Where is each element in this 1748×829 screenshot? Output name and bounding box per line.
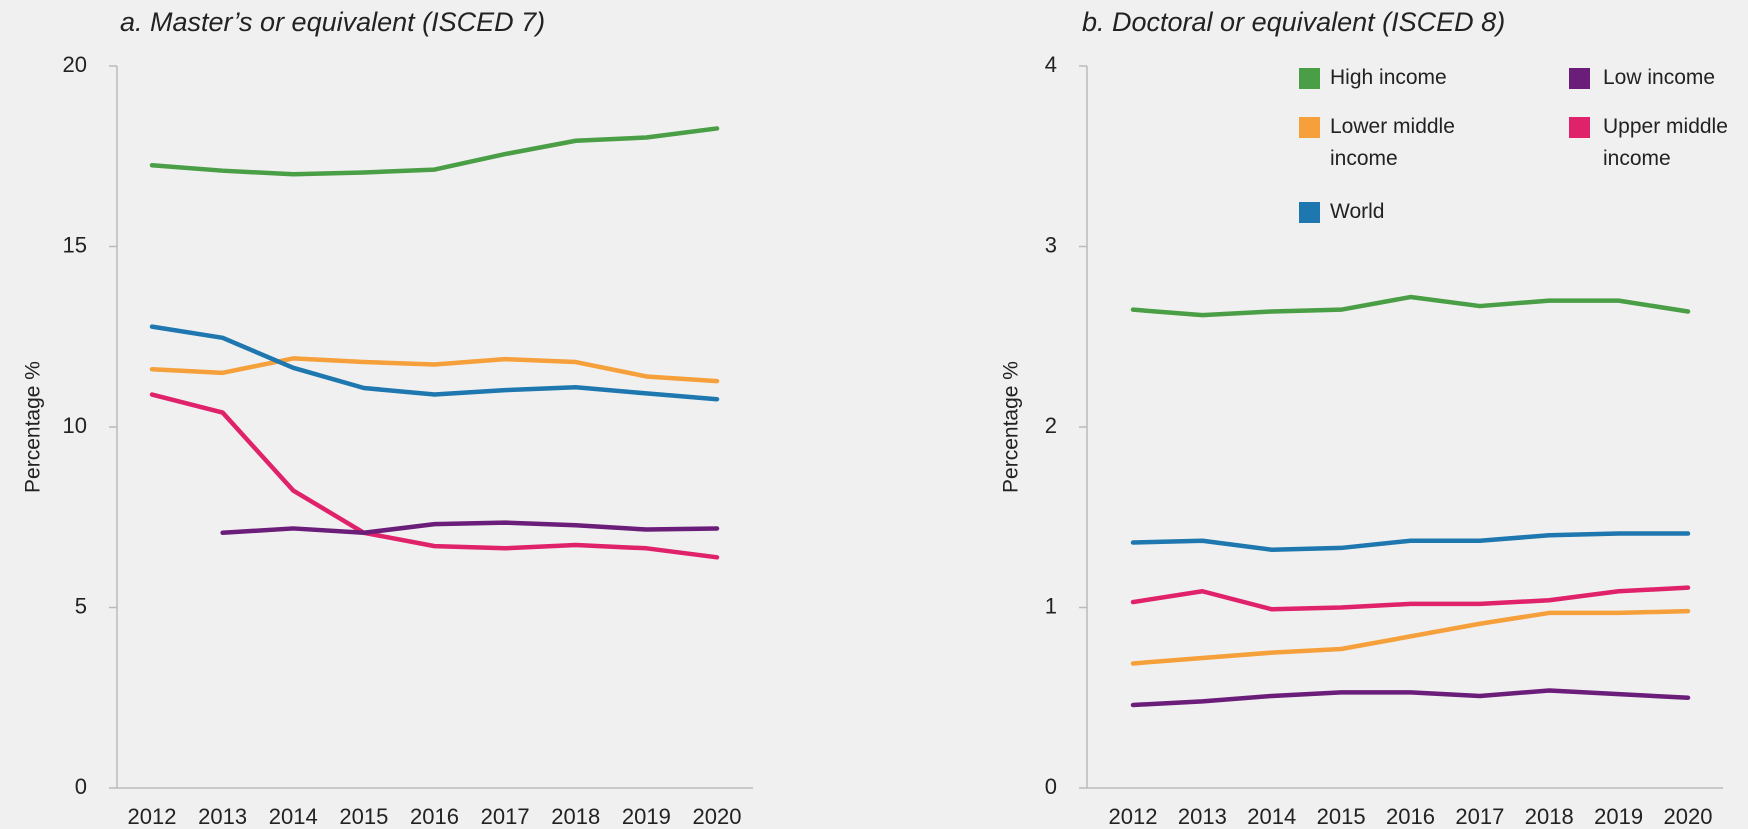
- legend-swatch: [1299, 117, 1320, 138]
- x-tick-label: 2014: [1247, 804, 1296, 829]
- series-line: [1130, 688, 1691, 708]
- x-tick-label: 2016: [410, 804, 459, 829]
- x-tick-label: 2018: [1525, 804, 1574, 829]
- x-tick-label: 2019: [1594, 804, 1643, 829]
- x-tick-label: 2017: [481, 804, 530, 829]
- x-tick-label: 2017: [1455, 804, 1504, 829]
- series-line: [220, 520, 720, 536]
- x-tick-label: 2015: [1317, 804, 1366, 829]
- series-line: [1130, 294, 1691, 318]
- legend-swatch: [1299, 68, 1320, 89]
- legend-label: Upper middle income: [1603, 115, 1728, 170]
- y-axis-label: Percentage %: [22, 361, 45, 493]
- x-tick-label: 2013: [1178, 804, 1227, 829]
- y-axis-label: Percentage %: [1000, 361, 1023, 493]
- legend-swatch: [1569, 117, 1590, 138]
- x-tick-label: 2016: [1386, 804, 1435, 829]
- y-tick-label: 15: [63, 232, 87, 257]
- series-line: [1130, 585, 1691, 612]
- series-line: [1130, 608, 1691, 666]
- legend-swatch: [1569, 68, 1590, 89]
- y-tick-label: 2: [1045, 413, 1057, 438]
- x-tick-label: 2014: [269, 804, 318, 829]
- x-tick-label: 2012: [1109, 804, 1158, 829]
- series-line: [1130, 531, 1691, 552]
- x-tick-label: 2015: [339, 804, 388, 829]
- legend-swatch: [1299, 202, 1320, 223]
- x-tick-label: 2013: [198, 804, 247, 829]
- legend-label: Low income: [1603, 66, 1716, 89]
- series-line: [149, 392, 720, 560]
- y-tick-label: 0: [1045, 774, 1057, 799]
- x-tick-label: 2012: [128, 804, 177, 829]
- chart-title: a. Master’s or equivalent (ISCED 7): [120, 7, 545, 37]
- x-tick-label: 2019: [622, 804, 671, 829]
- legend-label: High income: [1330, 66, 1447, 89]
- series-line: [149, 126, 720, 177]
- y-tick-label: 3: [1045, 232, 1057, 257]
- chart-title: b. Doctoral or equivalent (ISCED 8): [1082, 7, 1505, 37]
- y-tick-label: 4: [1045, 52, 1057, 77]
- y-tick-label: 5: [75, 593, 87, 618]
- x-tick-label: 2020: [693, 804, 742, 829]
- series-line: [149, 324, 720, 402]
- legend-label: World: [1330, 200, 1385, 223]
- series-line: [149, 356, 720, 384]
- x-tick-label: 2018: [551, 804, 600, 829]
- legend-label: Lower middle income: [1330, 115, 1455, 170]
- y-tick-label: 10: [63, 413, 87, 438]
- y-tick-label: 1: [1045, 593, 1057, 618]
- x-tick-label: 2020: [1664, 804, 1713, 829]
- y-tick-label: 0: [75, 774, 87, 799]
- y-tick-label: 20: [63, 52, 87, 77]
